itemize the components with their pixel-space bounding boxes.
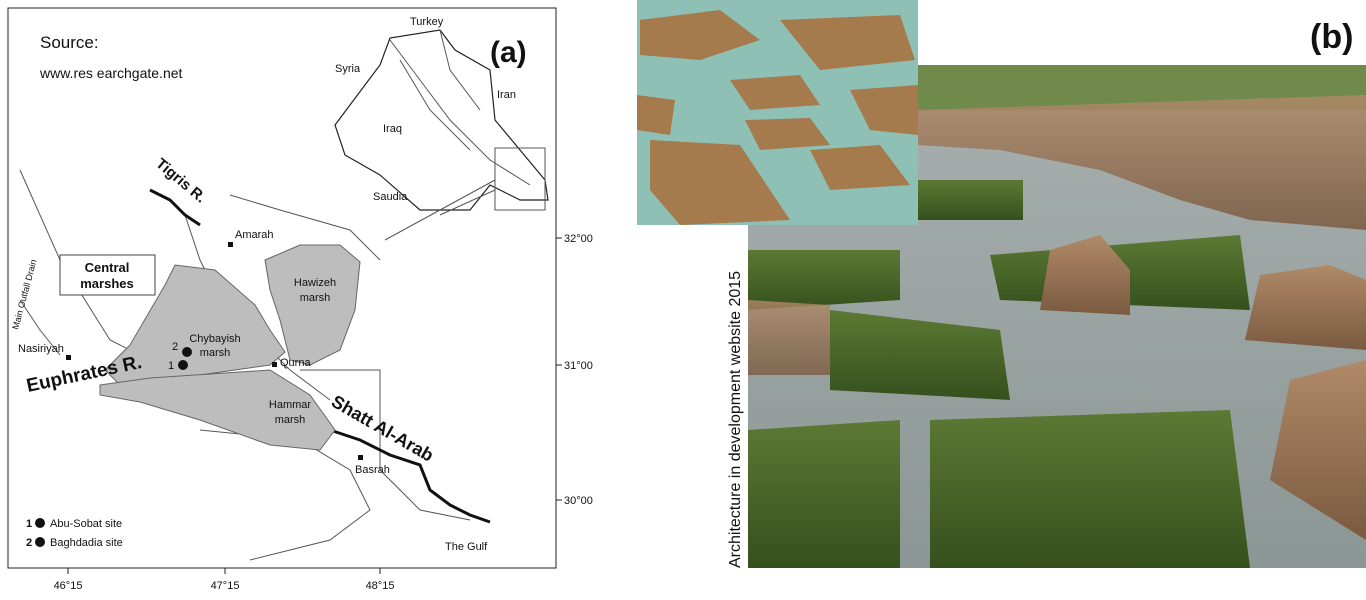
photo-reeds bbox=[748, 420, 900, 568]
photo-credit: Architecture in development website 2015 bbox=[727, 271, 744, 568]
marsh-label: Hawizeh bbox=[294, 277, 336, 289]
country: Iran bbox=[497, 89, 516, 101]
legend-label: Abu-Sobat site bbox=[50, 518, 122, 530]
town: Amarah bbox=[235, 229, 274, 241]
latitude-label: 32°00 bbox=[564, 233, 593, 245]
map-panel: Source: www.res earchgate.net (a) Turkey… bbox=[8, 8, 593, 592]
marsh-label: Central bbox=[85, 260, 130, 275]
town-marker bbox=[358, 455, 363, 460]
country: Syria bbox=[335, 63, 361, 75]
legend-marker bbox=[35, 537, 45, 547]
country: Turkey bbox=[410, 16, 444, 28]
marsh-label: Chybayish bbox=[189, 333, 240, 345]
marsh-label: marshes bbox=[80, 276, 133, 291]
source: Source: bbox=[40, 33, 99, 52]
photo-reeds bbox=[918, 180, 1023, 220]
site-number: 2 bbox=[172, 341, 178, 353]
figure: Source: www.res earchgate.net (a) Turkey… bbox=[0, 0, 1366, 595]
country: Iraq bbox=[383, 123, 402, 135]
photo-hut bbox=[748, 300, 830, 375]
panel-label: (b) bbox=[1310, 18, 1353, 56]
site-marker bbox=[178, 360, 188, 370]
town-marker bbox=[228, 242, 233, 247]
town-marker bbox=[66, 355, 71, 360]
legend-number: 2 bbox=[26, 537, 32, 549]
marsh-label: Hammar bbox=[269, 399, 312, 411]
town: Qurna bbox=[280, 357, 311, 369]
town: Basrah bbox=[355, 464, 390, 476]
panel-label: (a) bbox=[490, 36, 527, 69]
marsh-label: marsh bbox=[200, 347, 231, 359]
legend-number: 1 bbox=[26, 518, 32, 530]
latitude-label: 31°00 bbox=[564, 360, 593, 372]
photo-hut bbox=[1245, 265, 1366, 350]
latitude-label: 30°00 bbox=[564, 495, 593, 507]
legend-label: Baghdadia site bbox=[50, 537, 123, 549]
town-marker bbox=[272, 362, 277, 367]
longitude-label: 46°15 bbox=[54, 580, 83, 592]
marsh-label: marsh bbox=[275, 414, 306, 426]
photo-panel: (b) Architecture in development website … bbox=[637, 0, 1366, 568]
site-marker bbox=[182, 347, 192, 357]
photo-reeds bbox=[930, 410, 1250, 568]
legend-marker bbox=[35, 518, 45, 528]
site-number: 1 bbox=[168, 360, 174, 372]
marsh-label: marsh bbox=[300, 292, 331, 304]
longitude-label: 47°15 bbox=[211, 580, 240, 592]
town: Nasiriyah bbox=[18, 343, 64, 355]
country: Saudia bbox=[373, 191, 408, 203]
source-url: www.res earchgate.net bbox=[39, 65, 183, 81]
photo-reeds bbox=[748, 250, 900, 310]
town: The Gulf bbox=[445, 541, 488, 553]
longitude-label: 48°15 bbox=[366, 580, 395, 592]
